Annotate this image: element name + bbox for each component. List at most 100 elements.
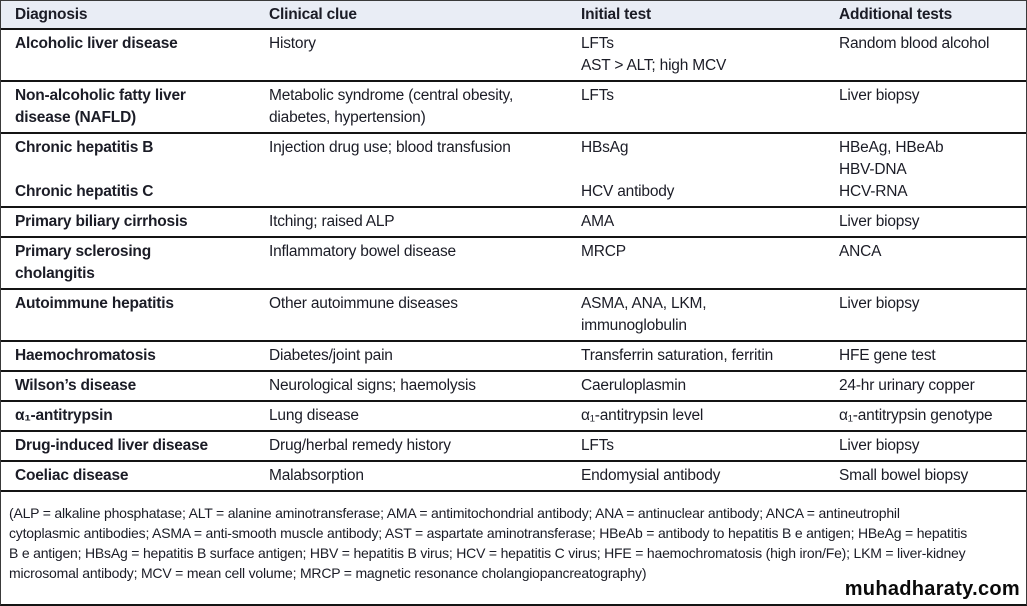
diagnosis-cell: Wilson’s disease bbox=[1, 375, 269, 397]
footnote-area: (ALP = alkaline phosphatase; ALT = alani… bbox=[1, 492, 1026, 583]
cell-line: Alcoholic liver disease bbox=[15, 35, 178, 52]
cell-line: HBeAg, HBeAb bbox=[839, 139, 944, 156]
cell-line: α₁-antitrypsin level bbox=[581, 407, 704, 424]
diagnosis-cell: α₁-antitrypsin bbox=[1, 405, 269, 427]
initial-test-cell: Caeruloplasmin bbox=[581, 375, 839, 397]
cell-line: Itching; raised ALP bbox=[269, 213, 395, 230]
cell-line: Wilson’s disease bbox=[15, 377, 136, 394]
cell-line: Coeliac disease bbox=[15, 467, 129, 484]
diagnosis-cell: Coeliac disease bbox=[1, 465, 269, 487]
cell-line: Primary biliary cirrhosis bbox=[15, 213, 188, 230]
clinical-clue-cell: History bbox=[269, 33, 581, 77]
cell-line: Endomysial antibody bbox=[581, 467, 721, 484]
additional-tests-cell: Small bowel biopsy bbox=[839, 465, 1026, 487]
additional-tests-cell: α₁-antitrypsin genotype bbox=[839, 405, 1026, 427]
table-row: Drug-induced liver disease Drug/herbal r… bbox=[1, 432, 1026, 462]
additional-tests-cell: Liver biopsy bbox=[839, 211, 1026, 233]
table-row: Primary sclerosing cholangitis Inflammat… bbox=[1, 238, 1026, 290]
clinical-clue-cell: Inflammatory bowel disease bbox=[269, 241, 581, 285]
cell-line: diabetes, hypertension) bbox=[269, 109, 426, 126]
cell-line: Chronic hepatitis B bbox=[15, 139, 154, 156]
cell-line: AMA bbox=[581, 213, 614, 230]
cell-line: cholangitis bbox=[15, 265, 95, 282]
cell-line: MRCP bbox=[581, 243, 626, 260]
table-row: Wilson’s disease Neurological signs; hae… bbox=[1, 372, 1026, 402]
cell-line: Liver biopsy bbox=[839, 437, 920, 454]
clinical-clue-cell: Diabetes/joint pain bbox=[269, 345, 581, 367]
cell-line: Caeruloplasmin bbox=[581, 377, 686, 394]
diagnosis-cell: Non-alcoholic fatty liver disease (NAFLD… bbox=[1, 85, 269, 129]
cell-line: Liver biopsy bbox=[839, 87, 920, 104]
cell-line: Drug-induced liver disease bbox=[15, 437, 208, 454]
column-header-clinical-clue: Clinical clue bbox=[269, 6, 357, 23]
cell-line: Malabsorption bbox=[269, 467, 364, 484]
cell-line: LFTs bbox=[581, 437, 614, 454]
clinical-clue-cell: Lung disease bbox=[269, 405, 581, 427]
additional-tests-cell: Liver biopsy bbox=[839, 293, 1026, 337]
additional-tests-cell: Random blood alcohol bbox=[839, 33, 1026, 77]
clinical-clue-cell: Injection drug use; blood transfusion bbox=[269, 137, 581, 203]
initial-test-cell: LFTs AST > ALT; high MCV bbox=[581, 33, 839, 77]
footnote-line: B e antigen; HBsAg = hepatitis B surface… bbox=[9, 545, 966, 561]
cell-line: Drug/herbal remedy history bbox=[269, 437, 451, 454]
clinical-clue-cell: Metabolic syndrome (central obesity, dia… bbox=[269, 85, 581, 129]
cell-line: Neurological signs; haemolysis bbox=[269, 377, 476, 394]
footnote-line: cytoplasmic antibodies; ASMA = anti-smoo… bbox=[9, 525, 968, 541]
additional-tests-cell: Liver biopsy bbox=[839, 85, 1026, 129]
column-header-additional-tests: Additional tests bbox=[839, 6, 953, 23]
cell-line: History bbox=[269, 35, 316, 52]
cell-line: LFTs bbox=[581, 35, 614, 52]
initial-test-cell: MRCP bbox=[581, 241, 839, 285]
initial-test-cell: Endomysial antibody bbox=[581, 465, 839, 487]
cell-line: Metabolic syndrome (central obesity, bbox=[269, 87, 514, 104]
clinical-clue-cell: Other autoimmune diseases bbox=[269, 293, 581, 337]
cell-line: Chronic hepatitis C bbox=[15, 183, 154, 200]
clinical-clue-cell: Malabsorption bbox=[269, 465, 581, 487]
table-row: Primary biliary cirrhosis Itching; raise… bbox=[1, 208, 1026, 238]
cell-line: α₁-antitrypsin bbox=[15, 407, 113, 424]
watermark-text: muhadharaty.com bbox=[844, 578, 1020, 600]
cell-line: Lung disease bbox=[269, 407, 359, 424]
initial-test-cell: HBsAg HCV antibody bbox=[581, 137, 839, 203]
diagnosis-cell: Primary biliary cirrhosis bbox=[1, 211, 269, 233]
cell-line: AST > ALT; high MCV bbox=[581, 57, 727, 74]
diagnosis-cell: Drug-induced liver disease bbox=[1, 435, 269, 457]
initial-test-cell: LFTs bbox=[581, 85, 839, 129]
cell-line: Autoimmune hepatitis bbox=[15, 295, 174, 312]
additional-tests-cell: 24-hr urinary copper bbox=[839, 375, 1026, 397]
cell-line: Non-alcoholic fatty liver bbox=[15, 87, 186, 104]
table-row: Coeliac disease Malabsorption Endomysial… bbox=[1, 462, 1026, 492]
cell-line: α₁-antitrypsin genotype bbox=[839, 407, 993, 424]
initial-test-cell: α₁-antitrypsin level bbox=[581, 405, 839, 427]
clinical-clue-cell: Neurological signs; haemolysis bbox=[269, 375, 581, 397]
additional-tests-cell: ANCA bbox=[839, 241, 1026, 285]
clinical-clue-cell: Itching; raised ALP bbox=[269, 211, 581, 233]
cell-line: Haemochromatosis bbox=[15, 347, 156, 364]
cell-line bbox=[581, 159, 831, 181]
diagnosis-cell: Chronic hepatitis B Chronic hepatitis C bbox=[1, 137, 269, 203]
footnote-line: (ALP = alkaline phosphatase; ALT = alani… bbox=[9, 505, 900, 521]
cell-line bbox=[15, 159, 261, 181]
clinical-clue-cell: Drug/herbal remedy history bbox=[269, 435, 581, 457]
cell-line: HCV antibody bbox=[581, 183, 675, 200]
table-row: Chronic hepatitis B Chronic hepatitis C … bbox=[1, 134, 1026, 208]
cell-line: Liver biopsy bbox=[839, 213, 920, 230]
cell-line: Other autoimmune diseases bbox=[269, 295, 458, 312]
initial-test-cell: ASMA, ANA, LKM, immunoglobulin bbox=[581, 293, 839, 337]
table-row: Haemochromatosis Diabetes/joint pain Tra… bbox=[1, 342, 1026, 372]
cell-line: Primary sclerosing bbox=[15, 243, 151, 260]
diagnosis-cell: Autoimmune hepatitis bbox=[1, 293, 269, 337]
cell-line: Diabetes/joint pain bbox=[269, 347, 393, 364]
cell-line: HBsAg bbox=[581, 139, 629, 156]
additional-tests-cell: Liver biopsy bbox=[839, 435, 1026, 457]
cell-line: HCV-RNA bbox=[839, 183, 908, 200]
table-row: α₁-antitrypsin Lung disease α₁-antitryps… bbox=[1, 402, 1026, 432]
cell-line: ASMA, ANA, LKM, bbox=[581, 295, 707, 312]
cell-line: immunoglobulin bbox=[581, 317, 687, 334]
table-row: Autoimmune hepatitis Other autoimmune di… bbox=[1, 290, 1026, 342]
cell-line: HBV-DNA bbox=[839, 161, 907, 178]
diagnosis-cell: Primary sclerosing cholangitis bbox=[1, 241, 269, 285]
column-header-diagnosis: Diagnosis bbox=[15, 6, 88, 23]
cell-line: Injection drug use; blood transfusion bbox=[269, 139, 511, 156]
